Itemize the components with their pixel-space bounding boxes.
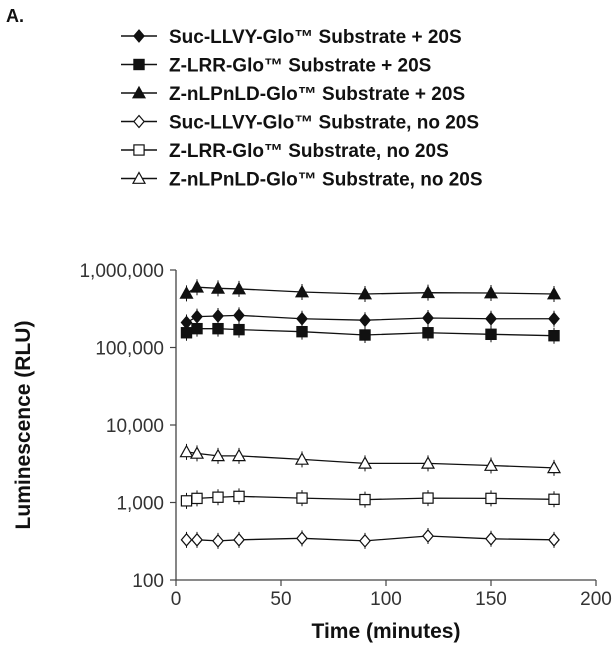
x-tick-label: 150 — [475, 589, 507, 610]
data-point — [548, 329, 560, 342]
data-point — [485, 311, 497, 326]
data-point — [420, 285, 436, 299]
series-1 — [180, 307, 560, 331]
data-point — [212, 309, 224, 323]
legend-item: Z-nLPnLD-Glo™ Substrate + 20S — [121, 84, 465, 105]
legend-item: Suc-LLVY-Glo™ Substrate, no 20S — [121, 113, 479, 134]
y-axis-ticks: 100 1,000 10,000 100,000 1,000,000 — [79, 261, 176, 592]
legend-item: Z-LRR-Glo™ Substrate + 20S — [121, 56, 431, 77]
data-point — [210, 448, 226, 462]
x-tick-label: 0 — [171, 589, 182, 610]
legend-label: Z-LRR-Glo™ Substrate + 20S — [169, 56, 431, 77]
legend-label: Z-LRR-Glo™ Substrate, no 20S — [169, 141, 449, 162]
x-tick-label: 100 — [370, 589, 402, 610]
data-point — [189, 279, 205, 293]
data-point — [296, 531, 308, 546]
data-point — [191, 322, 203, 335]
y-axis-title: Luminescence (RLU) — [12, 321, 35, 530]
data-point — [191, 532, 203, 547]
data-point — [422, 492, 434, 504]
series-3 — [179, 279, 562, 303]
data-point — [231, 448, 247, 462]
y-tick-label: 1,000 — [116, 494, 164, 515]
x-axis-title: Time (minutes) — [312, 620, 461, 643]
data-point — [212, 322, 224, 335]
data-point — [180, 327, 193, 339]
data-point — [180, 495, 193, 507]
data-point — [210, 281, 226, 294]
legend-marker — [131, 85, 147, 99]
legend-label: Z-nLPnLD-Glo™ Substrate + 20S — [169, 84, 465, 105]
y-tick-label: 1,000,000 — [79, 261, 164, 282]
data-point — [548, 311, 560, 326]
data-point — [422, 529, 434, 543]
data-point — [191, 492, 203, 505]
data-point — [179, 286, 194, 299]
plot-area: 0 50 100 150 200 100 1,000 10,000 100,000 1,000,… — [79, 261, 611, 610]
legend-item: Suc-LLVY-Glo™ Substrate + 20S — [121, 27, 462, 48]
data-point — [546, 286, 562, 300]
y-tick-label: 100 — [132, 571, 164, 592]
legend-label: Suc-LLVY-Glo™ Substrate + 20S — [169, 27, 462, 48]
legend-marker — [133, 58, 145, 71]
data-point — [359, 533, 371, 548]
data-point — [296, 325, 308, 338]
data-point — [233, 308, 245, 323]
legend-marker — [133, 29, 145, 43]
series-5 — [180, 488, 560, 509]
legend: Suc-LLVY-Glo™ Substrate + 20S Z-LRR-Glo™ … — [121, 27, 483, 191]
legend-label: Z-nLPnLD-Glo™ Substrate, no 20S — [169, 170, 483, 191]
x-tick-label: 50 — [270, 589, 291, 610]
legend-marker — [133, 144, 145, 156]
data-point — [485, 328, 497, 341]
data-point — [179, 444, 194, 458]
data-point — [483, 458, 499, 471]
data-point — [485, 492, 497, 505]
data-point — [294, 284, 310, 298]
y-tick-label: 100,000 — [95, 339, 164, 360]
legend-marker — [133, 114, 145, 129]
x-axis-ticks: 0 50 100 150 200 — [171, 580, 612, 610]
series-6 — [179, 443, 562, 476]
series-2 — [180, 320, 560, 344]
data-point — [548, 532, 560, 547]
data-point — [357, 286, 373, 300]
data-point — [548, 493, 560, 505]
series-layer — [179, 279, 562, 549]
data-point — [483, 285, 499, 299]
series-4 — [180, 527, 560, 549]
data-point — [357, 456, 373, 469]
data-point — [294, 452, 310, 465]
x-tick-label: 200 — [580, 589, 612, 610]
data-point — [422, 327, 434, 339]
legend-item: Z-nLPnLD-Glo™ Substrate, no 20S — [121, 170, 483, 191]
data-point — [212, 533, 224, 548]
data-point — [180, 532, 193, 547]
data-point — [296, 311, 308, 326]
data-point — [546, 460, 562, 474]
data-point — [212, 491, 224, 503]
data-point — [420, 456, 436, 469]
legend-item: Z-LRR-Glo™ Substrate, no 20S — [121, 141, 449, 162]
data-point — [233, 323, 245, 336]
data-point — [189, 446, 205, 459]
data-point — [422, 311, 434, 325]
data-point — [485, 531, 497, 546]
data-point — [233, 490, 245, 503]
legend-marker — [131, 171, 147, 184]
y-tick-label: 10,000 — [106, 416, 164, 437]
data-point — [231, 281, 247, 295]
data-point — [233, 532, 245, 547]
data-point — [296, 492, 308, 504]
data-point — [359, 329, 371, 341]
legend-label: Suc-LLVY-Glo™ Substrate, no 20S — [169, 113, 479, 134]
panel-label: A. — [6, 6, 24, 26]
data-point — [359, 313, 371, 328]
data-point — [359, 493, 371, 506]
